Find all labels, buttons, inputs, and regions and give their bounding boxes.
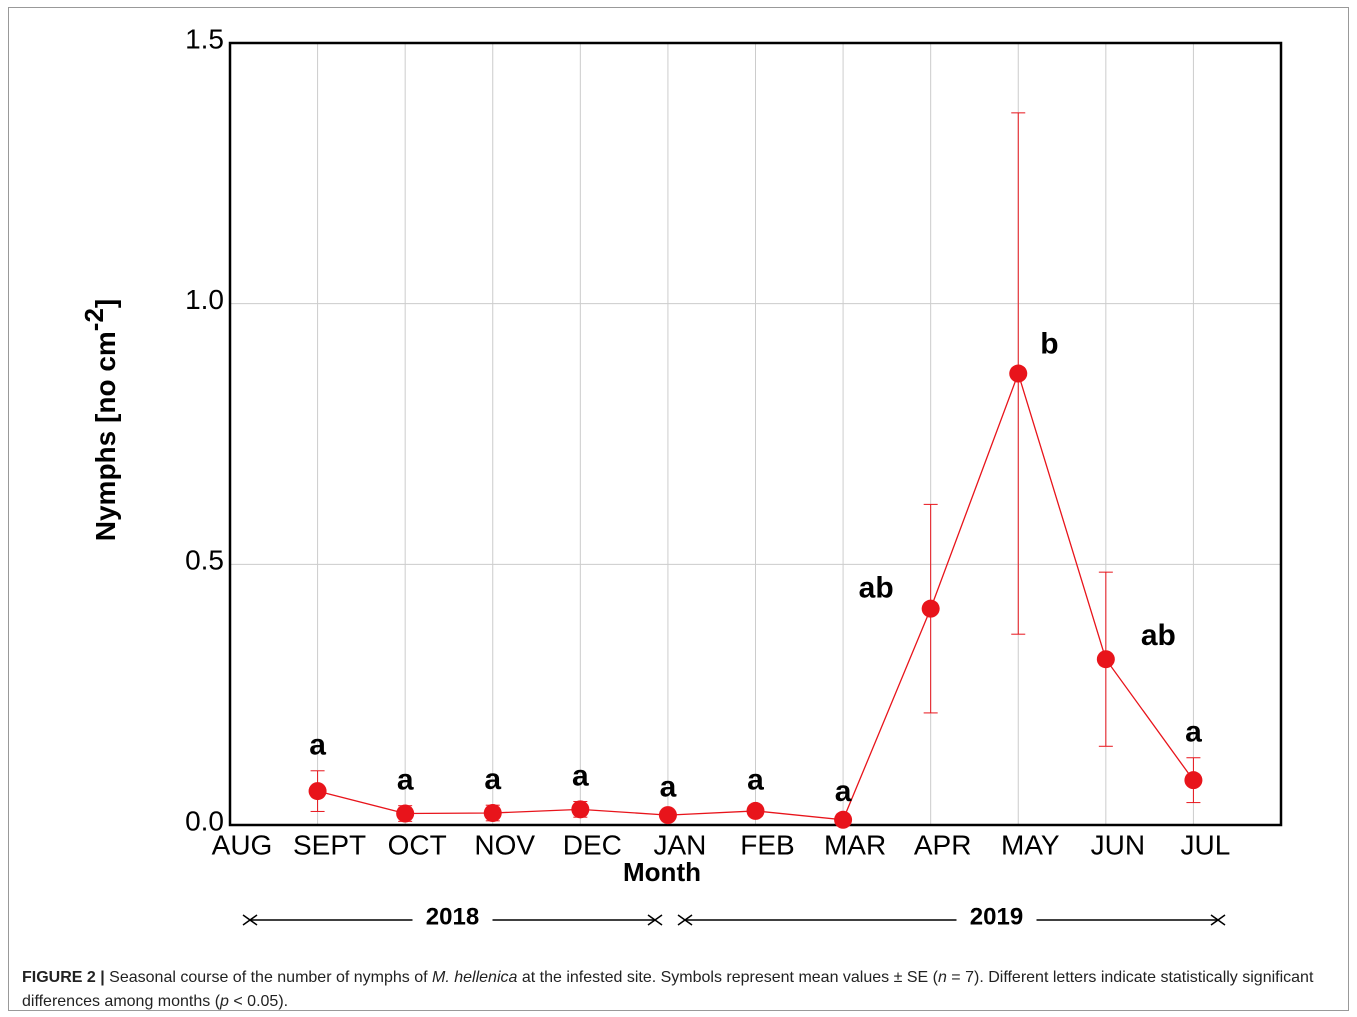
significance-letter: a <box>747 764 764 797</box>
data-point <box>308 782 327 801</box>
x-tick-label: MAR <box>824 829 886 860</box>
y-axis-label: Nymphs [no cm-2] <box>79 299 122 541</box>
y-axis-label-superscript: -2 <box>79 308 109 331</box>
y-axis-label-text: Nymphs [no cm <box>90 331 121 541</box>
significance-letter: a <box>1185 716 1202 749</box>
y-tick-label: 1.5 <box>185 23 224 54</box>
caption: FIGURE 2 | Seasonal course of the number… <box>22 966 1322 1014</box>
y-tick-label: 0.0 <box>185 805 224 836</box>
data-point <box>921 599 940 618</box>
figure-frame <box>8 7 1349 1011</box>
caption-text: < 0.05). <box>228 993 289 1010</box>
caption-text: n <box>937 969 947 986</box>
significance-letter: b <box>1040 327 1058 360</box>
y-axis-label-close: ] <box>90 299 121 308</box>
period-end <box>1210 914 1226 926</box>
significance-letter: a <box>572 759 589 792</box>
caption-text: M. hellenica <box>432 969 518 986</box>
x-tick-label: DEC <box>563 829 622 860</box>
significance-letter: a <box>835 775 852 808</box>
data-point <box>483 804 502 823</box>
x-tick-label: JUN <box>1091 829 1145 860</box>
caption-text: Seasonal course of the number of nymphs … <box>109 969 433 986</box>
caption-text: p <box>220 993 229 1010</box>
x-tick-label: APR <box>914 829 972 860</box>
data-point <box>571 800 590 819</box>
significance-letter: ab <box>859 572 894 605</box>
significance-letter: a <box>309 729 326 762</box>
x-tick-label: FEB <box>740 829 794 860</box>
significance-letter: a <box>660 770 677 803</box>
caption-text: = 7). Different letters indicate statist… <box>22 969 1314 1010</box>
data-point <box>1009 364 1028 383</box>
data-point <box>1184 771 1203 790</box>
data-point <box>834 810 853 829</box>
x-tick-label: JUL <box>1181 829 1231 860</box>
caption-text: at the infested site. Symbols represent … <box>517 969 938 986</box>
period-end <box>647 914 663 926</box>
plot-frame <box>228 41 1283 827</box>
x-tick-label: JAN <box>653 829 706 860</box>
y-tick-label: 0.5 <box>185 545 224 576</box>
significance-letter: a <box>397 764 414 797</box>
x-tick-label: AUG <box>212 829 273 860</box>
data-point <box>658 806 677 825</box>
data-point <box>746 801 765 820</box>
x-tick-label: MAY <box>1001 829 1060 860</box>
data-point <box>396 804 415 823</box>
significance-letter: ab <box>1141 619 1176 652</box>
x-tick-label: OCT <box>388 829 447 860</box>
x-axis-label: Month <box>623 857 701 887</box>
caption-label: FIGURE 2 | <box>22 969 105 986</box>
period-label: 2018 <box>426 903 479 930</box>
data-point <box>1096 650 1115 669</box>
x-tick-label: NOV <box>474 829 535 860</box>
period-end <box>242 914 258 926</box>
x-tick-label: SEPT <box>293 829 366 860</box>
significance-letter: a <box>484 763 501 796</box>
period-label: 2019 <box>970 903 1023 930</box>
period-end <box>677 914 693 926</box>
y-tick-label: 1.0 <box>185 284 224 315</box>
